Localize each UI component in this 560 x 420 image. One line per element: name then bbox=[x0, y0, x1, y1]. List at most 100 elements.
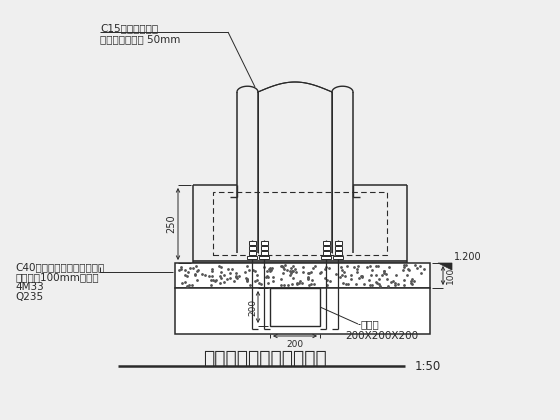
Text: 250: 250 bbox=[166, 215, 176, 234]
Point bbox=[419, 266, 428, 273]
Point bbox=[320, 265, 329, 272]
Point bbox=[368, 266, 377, 273]
Point bbox=[216, 264, 225, 270]
Point bbox=[394, 281, 403, 287]
Point bbox=[337, 267, 346, 273]
Point bbox=[216, 268, 225, 275]
Point bbox=[183, 273, 192, 279]
Bar bbox=[270, 288, 320, 326]
Point bbox=[280, 281, 289, 288]
Polygon shape bbox=[438, 263, 452, 270]
Point bbox=[251, 267, 260, 274]
Point bbox=[306, 281, 315, 287]
Point bbox=[362, 264, 371, 270]
Point bbox=[325, 264, 334, 271]
Point bbox=[391, 272, 400, 278]
Point bbox=[413, 264, 422, 271]
Point bbox=[288, 268, 297, 275]
Bar bbox=[175, 288, 430, 334]
Point bbox=[307, 269, 316, 276]
Text: 4M33: 4M33 bbox=[15, 282, 44, 292]
Point bbox=[226, 275, 235, 282]
Point bbox=[292, 281, 301, 287]
Point bbox=[264, 273, 273, 280]
Bar bbox=[323, 251, 329, 255]
Point bbox=[374, 280, 383, 287]
Point bbox=[371, 278, 380, 285]
Point bbox=[375, 283, 384, 289]
Point bbox=[399, 264, 408, 270]
Point bbox=[283, 281, 292, 288]
Point bbox=[208, 276, 217, 283]
Point bbox=[390, 280, 399, 286]
Point bbox=[227, 265, 236, 272]
Point bbox=[304, 273, 313, 280]
Point bbox=[350, 264, 359, 270]
Point bbox=[197, 271, 206, 278]
Point bbox=[399, 282, 408, 289]
Point bbox=[384, 283, 393, 289]
Point bbox=[352, 269, 361, 276]
Point bbox=[286, 268, 295, 274]
Bar bbox=[323, 246, 329, 250]
Point bbox=[225, 269, 234, 276]
Text: 抗剪槽: 抗剪槽 bbox=[360, 319, 379, 329]
Point bbox=[286, 265, 295, 272]
Point bbox=[180, 271, 189, 278]
Point bbox=[354, 274, 363, 281]
Point bbox=[279, 264, 288, 270]
Point bbox=[381, 270, 390, 277]
Point bbox=[372, 279, 381, 286]
Point bbox=[289, 274, 298, 281]
Point bbox=[215, 273, 224, 279]
Point bbox=[192, 268, 201, 274]
Bar bbox=[333, 256, 343, 259]
Point bbox=[288, 267, 297, 274]
Point bbox=[267, 266, 276, 273]
Point bbox=[391, 282, 400, 289]
Point bbox=[416, 270, 425, 277]
Point bbox=[377, 271, 386, 278]
Point bbox=[358, 273, 367, 280]
Point bbox=[304, 276, 312, 283]
Point bbox=[263, 273, 272, 279]
Point bbox=[278, 270, 287, 276]
Point bbox=[243, 277, 252, 284]
Point bbox=[268, 265, 277, 272]
Point bbox=[190, 271, 199, 278]
Point bbox=[207, 273, 216, 280]
Point bbox=[358, 274, 367, 281]
Text: C15素混凝土包裹: C15素混凝土包裹 bbox=[100, 23, 158, 33]
Point bbox=[404, 267, 413, 273]
Point bbox=[241, 269, 250, 276]
Point bbox=[277, 276, 286, 283]
Point bbox=[269, 274, 278, 281]
Text: 200X200X200: 200X200X200 bbox=[345, 331, 418, 341]
Point bbox=[192, 277, 201, 284]
Point bbox=[230, 278, 239, 284]
Point bbox=[269, 278, 278, 284]
Point bbox=[298, 263, 307, 270]
Point bbox=[277, 262, 286, 269]
Point bbox=[252, 272, 261, 278]
Point bbox=[335, 273, 344, 280]
Point bbox=[251, 278, 260, 284]
Point bbox=[408, 276, 417, 283]
Point bbox=[386, 278, 395, 285]
Bar bbox=[260, 246, 268, 250]
Point bbox=[340, 273, 349, 279]
Point bbox=[316, 269, 325, 276]
Point bbox=[379, 268, 388, 274]
Point bbox=[211, 278, 220, 285]
Point bbox=[371, 263, 380, 270]
Point bbox=[347, 272, 356, 278]
Bar bbox=[249, 241, 255, 245]
Point bbox=[360, 281, 369, 287]
Point bbox=[181, 279, 190, 286]
Text: 柱脚包裹及后浇砼大样图: 柱脚包裹及后浇砼大样图 bbox=[203, 349, 327, 368]
Text: 找平层厚100mm，后浇: 找平层厚100mm，后浇 bbox=[15, 272, 99, 282]
Point bbox=[352, 265, 361, 272]
Text: C40无收缩细石混凝土找平层: C40无收缩细石混凝土找平层 bbox=[15, 262, 104, 272]
Point bbox=[285, 271, 294, 278]
Point bbox=[342, 262, 351, 269]
